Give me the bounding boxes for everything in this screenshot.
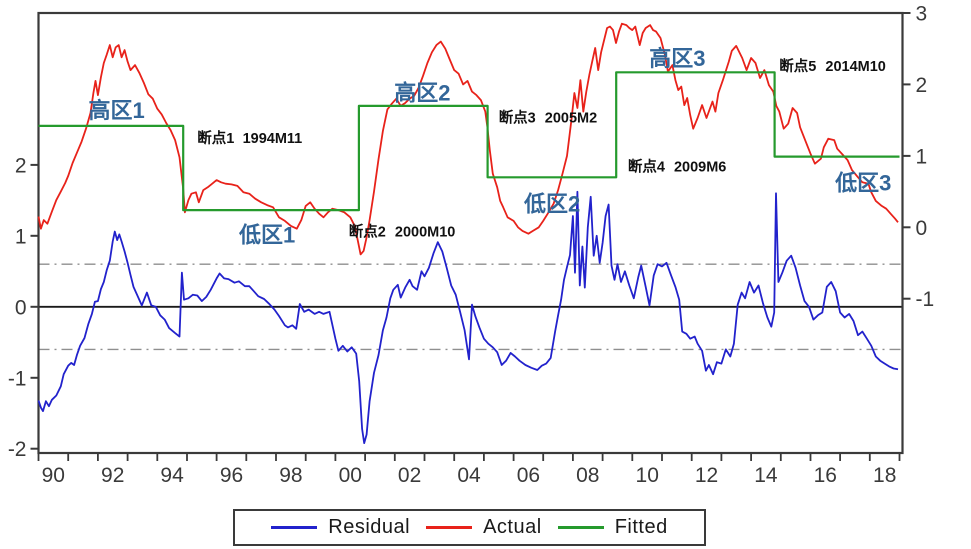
- right-tick-label: 0: [916, 217, 928, 240]
- legend-label-residual: Residual: [328, 516, 411, 538]
- legend-item-residual: Residual: [271, 516, 410, 539]
- x-tick-label: 98: [279, 464, 302, 487]
- left-tick-label: -1: [8, 367, 27, 390]
- x-tick-label: 90: [42, 464, 65, 487]
- breakpoint-label: 断点2 2000M10: [349, 223, 456, 241]
- legend-label-actual: Actual: [483, 516, 542, 538]
- x-tick-label: 02: [398, 464, 421, 487]
- x-tick-label: 00: [339, 464, 362, 487]
- breakpoint-label: 断点4 2009M6: [628, 158, 726, 176]
- right-tick-label: 2: [916, 74, 928, 97]
- x-tick-label: 04: [457, 464, 481, 487]
- legend-item-actual: Actual: [426, 516, 542, 539]
- region-label: 低区2: [523, 192, 580, 217]
- plot-border: [37, 11, 904, 455]
- legend-swatch-residual: [271, 526, 318, 529]
- x-tick-label: 96: [220, 464, 243, 487]
- legend: Residual Actual Fitted: [233, 509, 706, 546]
- left-tick-label: -2: [8, 438, 27, 461]
- region-label: 高区2: [394, 80, 450, 105]
- legend-swatch-actual: [426, 526, 473, 529]
- x-tick-label: 14: [754, 464, 778, 487]
- breakpoint-label: 断点5 2014M10: [779, 57, 886, 75]
- left-tick-label: 1: [15, 225, 27, 248]
- region-label: 高区3: [649, 46, 705, 71]
- x-tick-label: 08: [576, 464, 599, 487]
- legend-label-fitted: Fitted: [614, 516, 668, 538]
- x-tick-label: 18: [873, 464, 896, 487]
- right-tick-label: 3: [916, 3, 928, 26]
- right-tick-label: -1: [916, 288, 935, 311]
- left-tick-label: 2: [15, 154, 27, 177]
- region-label: 低区3: [834, 170, 891, 195]
- right-tick-label: 1: [916, 145, 928, 168]
- series-fitted: [38, 71, 900, 212]
- x-tick-label: 16: [814, 464, 837, 487]
- legend-swatch-fitted: [557, 526, 604, 529]
- region-label: 高区1: [88, 98, 144, 123]
- left-tick-label: 0: [15, 296, 27, 319]
- series-residual: [37, 190, 899, 444]
- series-actual: [37, 22, 899, 256]
- x-tick-label: 94: [160, 464, 184, 487]
- x-tick-label: 12: [695, 464, 718, 487]
- region-label: 低区1: [238, 222, 295, 247]
- x-tick-label: 06: [517, 464, 540, 487]
- breakpoint-label: 断点1 1994M11: [197, 129, 302, 147]
- x-tick-label: 10: [636, 464, 659, 487]
- x-tick-label: 92: [101, 464, 124, 487]
- legend-item-fitted: Fitted: [557, 516, 668, 539]
- breakpoint-label: 断点3 2005M2: [499, 108, 597, 126]
